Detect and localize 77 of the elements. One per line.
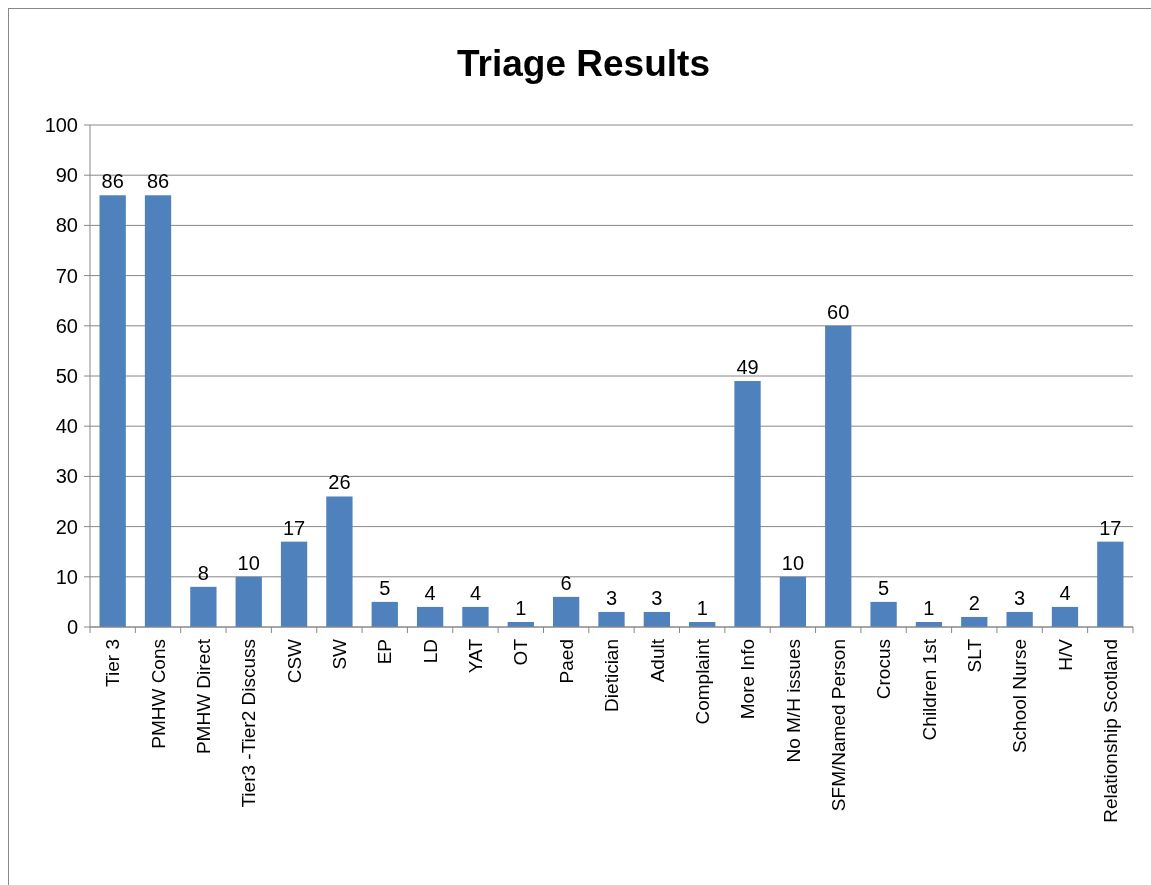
x-tick-label: LD	[419, 639, 441, 664]
bar	[416, 606, 444, 627]
x-tick-label: SW	[329, 638, 351, 670]
chart-title: Triage Results	[457, 43, 710, 84]
data-label: 17	[282, 516, 306, 539]
data-label: 6	[560, 571, 572, 594]
x-tick-label: YAT	[465, 638, 487, 674]
data-label: 1	[696, 596, 708, 619]
data-label: 4	[424, 581, 436, 604]
x-tick-label: SLT	[963, 638, 985, 673]
data-label: 60	[827, 300, 850, 323]
x-tick-label: School Nurse	[1009, 639, 1031, 754]
data-label: 3	[651, 586, 663, 609]
x-tick-label: No M/H issues	[782, 639, 804, 763]
bar	[99, 195, 126, 627]
x-tick-label: EP	[374, 639, 396, 665]
data-label: 86	[146, 170, 170, 193]
y-tick-label: 100	[44, 114, 78, 136]
x-tick-label: PMHW Cons	[147, 639, 169, 749]
data-label: 86	[101, 170, 124, 193]
x-tick-label: Paed	[555, 639, 577, 684]
data-label: 10	[237, 551, 260, 574]
data-label: 1	[515, 596, 527, 619]
bar	[1097, 541, 1124, 627]
data-label: 4	[469, 581, 482, 604]
data-label: 5	[379, 576, 391, 599]
bar	[235, 576, 262, 627]
data-label: 4	[1059, 581, 1071, 604]
y-tick-label: 50	[55, 365, 78, 387]
data-label: 17	[1099, 516, 1122, 539]
x-tick-label: More Info	[737, 639, 759, 720]
bar	[1051, 606, 1079, 627]
x-tick-label: PMHW Direct	[193, 638, 215, 755]
bar	[553, 596, 580, 627]
x-tick-label: H/V	[1054, 638, 1076, 671]
x-tick-label: Complaint	[691, 638, 713, 725]
bar	[1006, 611, 1033, 627]
bar	[144, 195, 172, 627]
bar	[280, 541, 308, 627]
y-tick-label: 40	[55, 415, 78, 438]
bar	[643, 611, 670, 627]
bar	[371, 601, 398, 627]
bar	[734, 381, 761, 627]
x-tick-label: Relationship Scotland	[1099, 639, 1121, 823]
data-label: 49	[736, 356, 759, 379]
y-tick-label: 80	[55, 214, 78, 237]
x-tick-label: SFM/Named Person	[827, 639, 849, 812]
y-tick-label: 30	[55, 465, 78, 488]
data-label: 2	[968, 591, 980, 614]
data-label: 26	[328, 471, 351, 494]
x-tick-label: Tier 3	[102, 639, 124, 687]
y-tick-label: 20	[55, 515, 78, 538]
y-tick-label: 90	[55, 164, 78, 187]
bar	[326, 496, 353, 627]
bar	[779, 576, 807, 627]
x-tick-label: Children 1st	[918, 638, 940, 741]
data-label: 5	[878, 576, 890, 599]
bar	[598, 611, 625, 627]
bar	[190, 586, 217, 627]
x-tick-label: Crocus	[873, 639, 895, 700]
bar	[825, 325, 852, 627]
data-label: 3	[1014, 586, 1026, 609]
y-tick-label: 10	[55, 565, 78, 588]
data-label: 8	[197, 561, 209, 584]
data-label: 3	[605, 586, 618, 609]
data-label: 1	[923, 596, 935, 619]
x-tick-label: Adult	[646, 638, 668, 683]
data-label: 10	[781, 551, 805, 574]
x-tick-label: Tier3 -Tier2 Discuss	[238, 639, 260, 808]
y-tick-label: 60	[55, 314, 78, 337]
y-tick-label: 70	[55, 264, 78, 287]
x-tick-label: OT	[510, 638, 532, 666]
bar	[462, 606, 489, 627]
x-tick-label: CSW	[283, 638, 305, 684]
x-tick-label: Dietician	[601, 639, 623, 712]
bar	[870, 601, 897, 627]
y-tick-label: 0	[66, 616, 78, 638]
